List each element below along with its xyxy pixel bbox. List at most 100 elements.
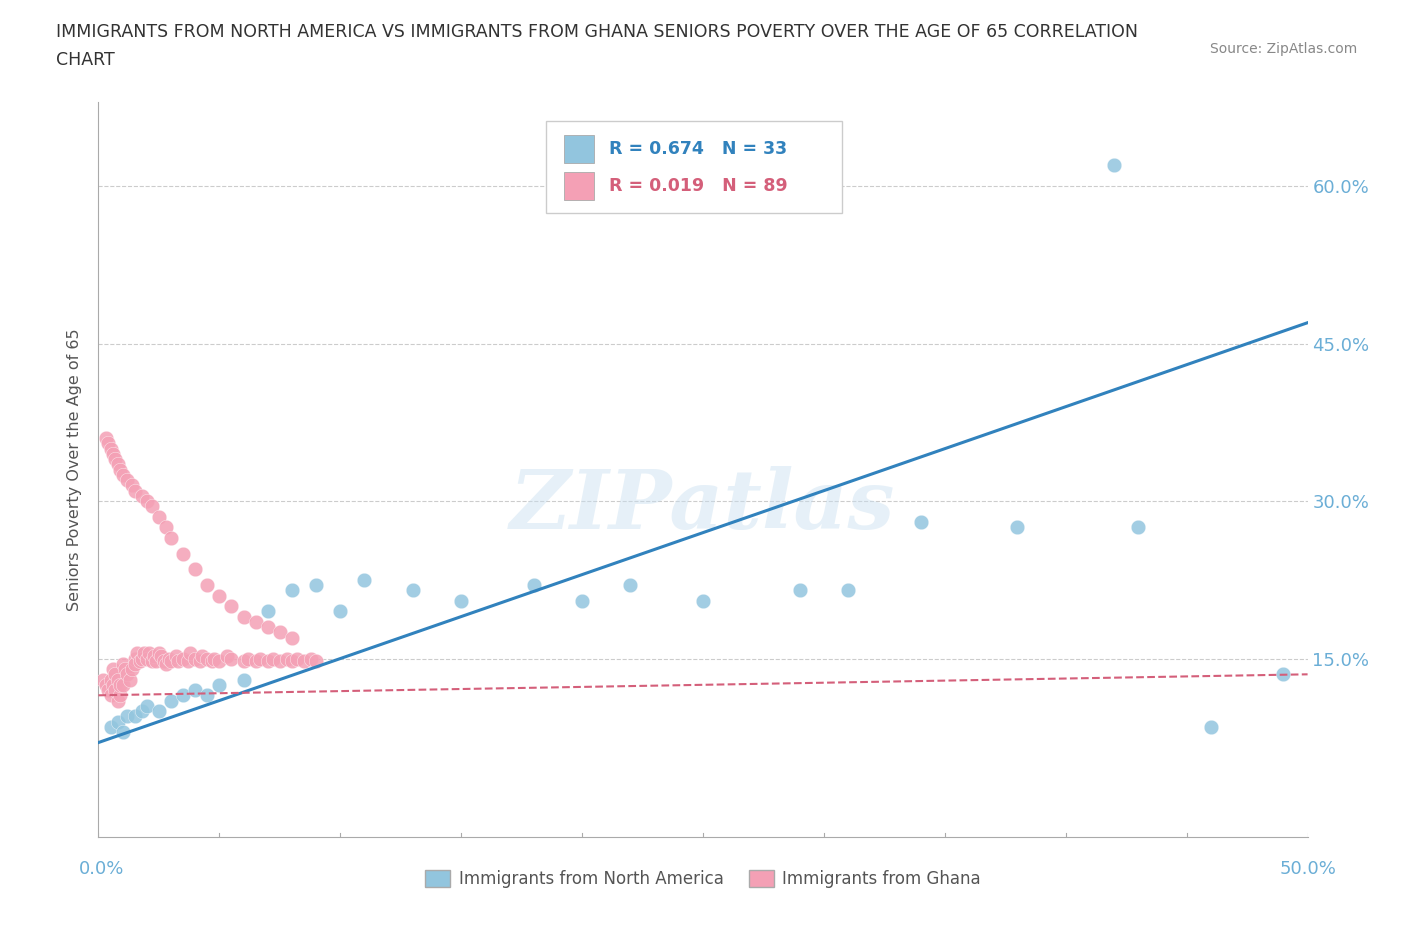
Point: [184, 562, 207, 577]
Point: [1272, 667, 1295, 682]
FancyBboxPatch shape: [546, 121, 842, 213]
Point: [101, 661, 124, 676]
Point: [97, 436, 120, 451]
Point: [160, 653, 183, 668]
Point: [160, 693, 183, 708]
Point: [172, 546, 194, 561]
Point: [111, 677, 134, 692]
Point: [104, 452, 127, 467]
Point: [145, 653, 167, 668]
Point: [256, 619, 278, 634]
Point: [184, 683, 207, 698]
Legend: Immigrants from North America, Immigrants from Ghana: Immigrants from North America, Immigrant…: [419, 863, 987, 895]
Point: [269, 653, 291, 668]
Point: [215, 649, 238, 664]
Point: [121, 661, 143, 676]
Point: [262, 651, 284, 666]
Point: [184, 651, 207, 666]
Point: [292, 653, 315, 668]
Y-axis label: Seniors Poverty Over the Age of 65: Seniors Poverty Over the Age of 65: [67, 328, 83, 611]
Text: R = 0.674   N = 33: R = 0.674 N = 33: [609, 140, 787, 158]
Point: [124, 709, 146, 724]
Point: [91, 672, 114, 687]
Point: [108, 462, 131, 477]
Point: [150, 649, 173, 664]
Point: [131, 704, 153, 719]
Point: [135, 698, 157, 713]
Point: [221, 599, 243, 614]
Point: [100, 688, 122, 703]
Point: [619, 578, 641, 592]
Point: [177, 653, 200, 668]
Point: [108, 688, 131, 703]
Text: R = 0.019   N = 89: R = 0.019 N = 89: [609, 177, 787, 195]
Point: [1007, 520, 1029, 535]
Point: [195, 651, 218, 666]
Point: [94, 677, 117, 692]
Point: [141, 499, 163, 514]
Point: [108, 677, 131, 692]
Point: [100, 672, 122, 687]
Point: [97, 683, 120, 698]
Point: [523, 578, 546, 592]
Point: [299, 651, 322, 666]
Point: [134, 646, 156, 661]
Point: [789, 583, 811, 598]
Point: [155, 657, 177, 671]
Point: [281, 653, 304, 668]
Point: [245, 615, 267, 630]
Point: [256, 604, 278, 618]
Point: [101, 446, 124, 461]
Point: [131, 651, 153, 666]
Point: [155, 520, 177, 535]
Point: [571, 593, 593, 608]
Point: [104, 683, 127, 698]
Point: [179, 646, 201, 661]
Point: [450, 593, 472, 608]
Point: [305, 578, 328, 592]
Point: [117, 472, 139, 487]
Point: [232, 609, 254, 624]
Point: [107, 714, 129, 729]
Point: [117, 667, 139, 682]
Point: [245, 653, 267, 668]
Point: [141, 653, 163, 668]
FancyBboxPatch shape: [564, 172, 595, 200]
Point: [124, 657, 146, 671]
Point: [837, 583, 859, 598]
Point: [157, 651, 180, 666]
Point: [111, 724, 134, 739]
Point: [195, 578, 218, 592]
Point: [160, 530, 183, 545]
Point: [107, 672, 129, 687]
Point: [249, 651, 271, 666]
Point: [188, 653, 211, 668]
Point: [204, 651, 226, 666]
Point: [692, 593, 714, 608]
Point: [165, 649, 187, 664]
Point: [124, 651, 146, 666]
Point: [329, 604, 352, 618]
Point: [305, 653, 328, 668]
Point: [111, 468, 134, 483]
Point: [138, 646, 160, 661]
Point: [107, 693, 129, 708]
Point: [276, 651, 298, 666]
Point: [114, 661, 136, 676]
Point: [135, 651, 157, 666]
Point: [269, 625, 291, 640]
Point: [353, 573, 375, 588]
Point: [910, 514, 932, 529]
Point: [152, 653, 174, 668]
Point: [232, 653, 254, 668]
Point: [238, 651, 260, 666]
Point: [128, 653, 150, 668]
Point: [232, 672, 254, 687]
Point: [135, 494, 157, 509]
FancyBboxPatch shape: [564, 136, 595, 164]
Point: [281, 631, 304, 645]
Point: [100, 720, 122, 735]
Point: [402, 583, 425, 598]
Point: [94, 431, 117, 445]
Text: CHART: CHART: [56, 51, 115, 69]
